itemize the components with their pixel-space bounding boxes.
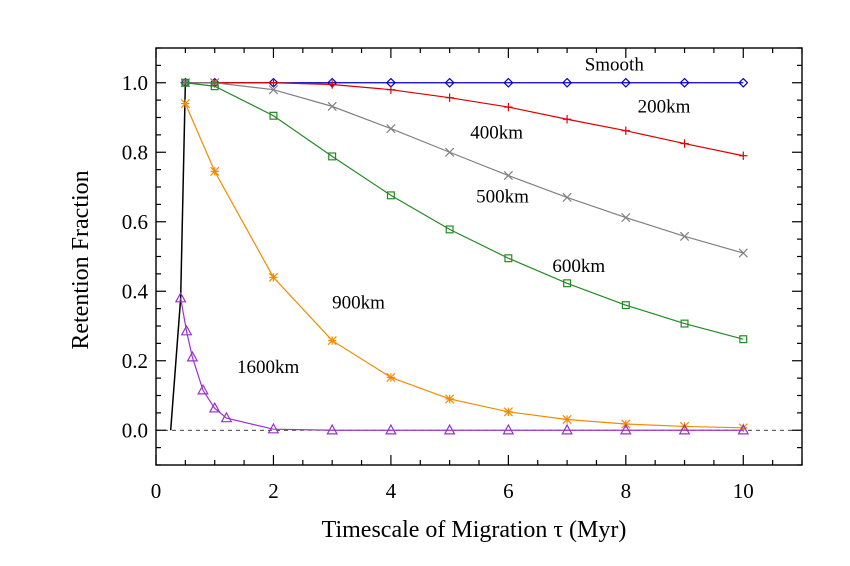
y-axis-title: Retention Fraction	[68, 170, 94, 349]
series-label: Smooth	[585, 55, 645, 76]
y-tick-label: 0.8	[122, 140, 148, 164]
series-label: 1600km	[237, 357, 300, 378]
data-point	[269, 78, 278, 87]
data-point	[386, 191, 395, 200]
envelope-line	[169, 82, 187, 431]
data-point	[620, 77, 631, 88]
data-point	[327, 80, 337, 89]
data-point	[326, 423, 338, 435]
data-point	[503, 77, 514, 88]
data-point	[444, 77, 455, 88]
series-line-900km	[184, 103, 744, 429]
y-tick-label: 0.2	[122, 349, 148, 373]
series-600km	[181, 78, 748, 344]
data-point	[563, 279, 572, 288]
x-tick-label: 2	[268, 479, 279, 503]
series-label: 900km	[332, 293, 385, 314]
data-point	[267, 422, 280, 434]
data-point	[562, 77, 573, 88]
data-point	[181, 78, 190, 87]
y-tick-label: 0.4	[122, 279, 149, 303]
y-tick-label: 0.6	[122, 210, 148, 234]
series-label: 600km	[552, 256, 605, 277]
data-point	[210, 166, 220, 176]
series-line-600km	[185, 82, 744, 340]
data-point	[678, 423, 691, 435]
axes: 0 2 4 6 8 10 0.0 0.2 0.4 0.6 0.8 1.0	[122, 47, 803, 503]
data-point	[737, 423, 750, 435]
data-point	[327, 101, 337, 112]
x-tick-label: 10	[733, 479, 754, 503]
data-point	[385, 423, 397, 435]
data-point	[445, 225, 454, 234]
data-point	[679, 77, 690, 88]
data-point	[197, 383, 209, 395]
plot-frame	[155, 47, 803, 466]
data-point	[269, 111, 278, 120]
data-point	[386, 123, 396, 134]
data-point	[503, 170, 513, 181]
data-point	[679, 231, 690, 241]
series-line-200km	[185, 82, 744, 157]
series-line-1600km	[180, 298, 744, 431]
data-point	[443, 423, 456, 435]
data-point	[268, 272, 279, 282]
series-label: 400km	[470, 122, 523, 143]
data-point	[445, 394, 455, 404]
data-point	[445, 93, 454, 102]
data-point	[680, 319, 689, 328]
series-1600km	[174, 291, 750, 435]
data-point	[174, 291, 187, 303]
data-point	[504, 102, 513, 112]
data-point	[327, 335, 337, 346]
data-point	[562, 115, 572, 124]
data-point	[503, 407, 513, 417]
data-point	[186, 350, 199, 362]
x-tick-label: 6	[503, 479, 514, 503]
data-point	[680, 139, 689, 148]
data-point	[738, 248, 748, 258]
x-axis-title: Timescale of Migration τ (Myr)	[322, 517, 627, 543]
data-point	[561, 423, 573, 435]
x-tick-label: 8	[621, 479, 632, 503]
series-900km	[180, 98, 748, 433]
data-point	[620, 423, 632, 435]
y-tick-label: 1.0	[122, 71, 148, 95]
series-200km	[181, 78, 748, 160]
x-tick-label: 0	[151, 479, 162, 503]
data-point	[386, 85, 396, 94]
data-point	[210, 82, 219, 91]
data-point	[621, 301, 630, 310]
series-label: 500km	[476, 187, 529, 208]
data-point	[504, 254, 513, 263]
data-point	[180, 98, 190, 109]
data-point	[328, 152, 337, 161]
data-point	[386, 372, 396, 383]
data-point	[180, 324, 193, 336]
y-tick-label: 0.0	[122, 418, 148, 442]
data-point	[562, 414, 572, 425]
x-tick-label: 4	[386, 479, 397, 503]
data-point	[220, 411, 233, 423]
data-point	[738, 77, 749, 88]
data-point	[268, 85, 279, 95]
plot-area: Smooth 200km 400km 500km 600km 900km 1600km	[156, 55, 802, 435]
data-point	[208, 401, 221, 413]
data-point	[502, 423, 515, 435]
data-point	[445, 147, 455, 157]
data-point	[739, 335, 748, 344]
data-point	[739, 151, 748, 160]
data-point	[621, 126, 631, 135]
series-label: 200km	[638, 96, 691, 117]
data-point	[562, 192, 572, 203]
data-point	[621, 212, 631, 223]
